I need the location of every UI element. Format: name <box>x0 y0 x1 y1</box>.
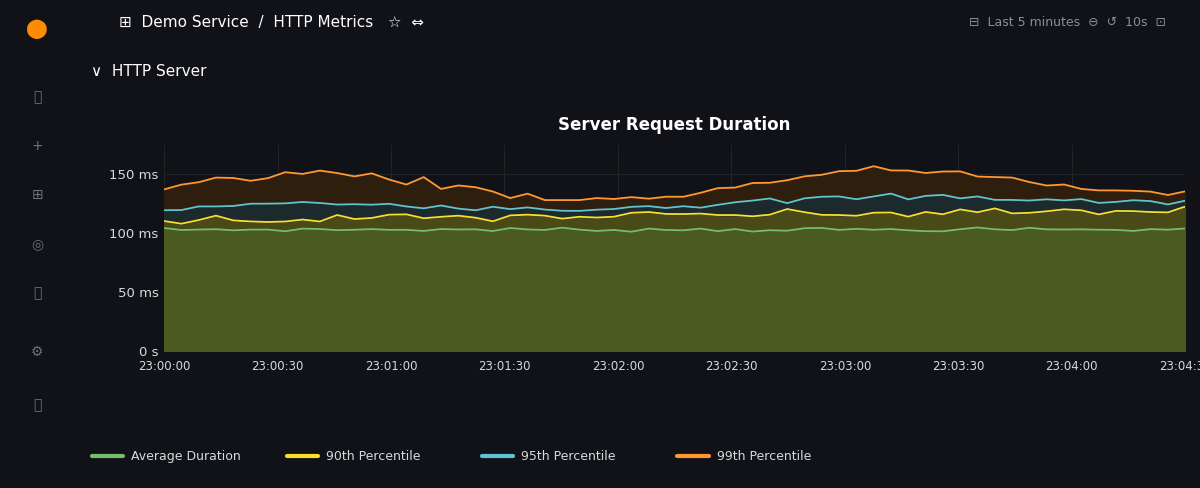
Text: ⊟  Last 5 minutes  ⊖  ↺  10s  ⊡: ⊟ Last 5 minutes ⊖ ↺ 10s ⊡ <box>970 16 1166 29</box>
Text: Server Request Duration: Server Request Duration <box>558 116 791 134</box>
Text: Average Duration: Average Duration <box>131 450 240 463</box>
Text: ⚙: ⚙ <box>31 345 43 358</box>
Text: ⬤: ⬤ <box>26 20 48 39</box>
Text: 95th Percentile: 95th Percentile <box>521 450 616 463</box>
Text: ∨  HTTP Server: ∨ HTTP Server <box>91 64 206 79</box>
Text: 🔍: 🔍 <box>34 91 41 104</box>
Text: ⊞: ⊞ <box>31 188 43 202</box>
Text: 🔔: 🔔 <box>34 286 41 300</box>
Text: 99th Percentile: 99th Percentile <box>716 450 811 463</box>
Text: 90th Percentile: 90th Percentile <box>326 450 420 463</box>
Text: +: + <box>31 140 43 153</box>
Text: 🛡: 🛡 <box>34 398 41 412</box>
Text: ◎: ◎ <box>31 237 43 251</box>
Text: ⊞  Demo Service  /  HTTP Metrics   ☆  ⇔: ⊞ Demo Service / HTTP Metrics ☆ ⇔ <box>120 15 425 30</box>
